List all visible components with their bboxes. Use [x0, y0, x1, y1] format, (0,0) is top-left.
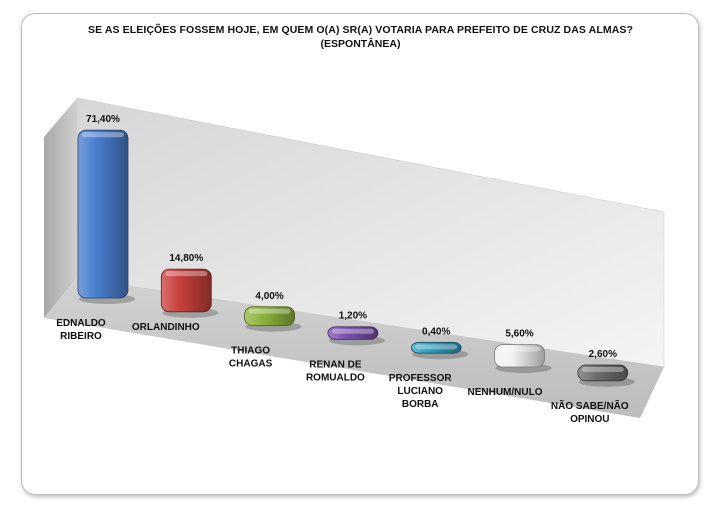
category-label-6-line-0: NÃO SABE/NÃO: [551, 399, 629, 412]
data-label-4: 0,40%: [422, 326, 450, 337]
category-label-1-line-0: ORLANDINHO: [132, 322, 200, 333]
category-label-3-line-0: RENAN DE: [309, 359, 362, 370]
category-label-0-line-1: RIBEIRO: [60, 331, 102, 342]
bar-highlight: [82, 132, 124, 138]
data-label-3: 1,20%: [339, 311, 367, 322]
data-label-1: 14,80%: [169, 253, 203, 264]
floor: [44, 278, 664, 418]
chart-subtitle: (ESPONTÂNEA): [320, 38, 401, 50]
bar-highlight: [415, 344, 458, 350]
category-label-2-line-1: CHAGAS: [229, 359, 273, 370]
data-label-6: 2,60%: [589, 349, 617, 360]
bar-3: [327, 326, 379, 340]
side-wall: [44, 98, 77, 318]
category-label-3-line-1: ROMUALDO: [306, 372, 365, 383]
category-label-0-line-0: EDNALDO: [56, 318, 106, 329]
bar-0: [77, 129, 129, 299]
data-label-0: 71,40%: [86, 114, 120, 125]
category-label-5-line-0: NENHUM/NULO: [468, 387, 543, 398]
bar-highlight: [248, 308, 291, 314]
bar-6: [577, 364, 629, 382]
bar-highlight: [331, 328, 374, 334]
bar-highlight: [165, 271, 208, 277]
data-label-2: 4,00%: [255, 291, 283, 302]
bar-highlight: [581, 367, 624, 373]
category-label-4-line-0: PROFESSOR: [389, 373, 453, 384]
category-label-2-line-0: THIAGO: [231, 346, 270, 357]
category-label-4-line-2: BORBA: [402, 399, 439, 410]
bar-highlight: [498, 346, 541, 352]
data-label-5: 5,60%: [505, 329, 533, 340]
bar-4: [410, 341, 462, 354]
bar-1: [160, 268, 212, 313]
category-label-6-line-1: OPINOU: [570, 414, 609, 425]
category-label-4-line-1: LUCIANO: [397, 386, 443, 397]
chart-title: SE AS ELEIÇÕES FOSSEM HOJE, EM QUEM O(A)…: [87, 24, 633, 36]
bar-2: [244, 306, 296, 327]
bar-5: [494, 344, 545, 368]
